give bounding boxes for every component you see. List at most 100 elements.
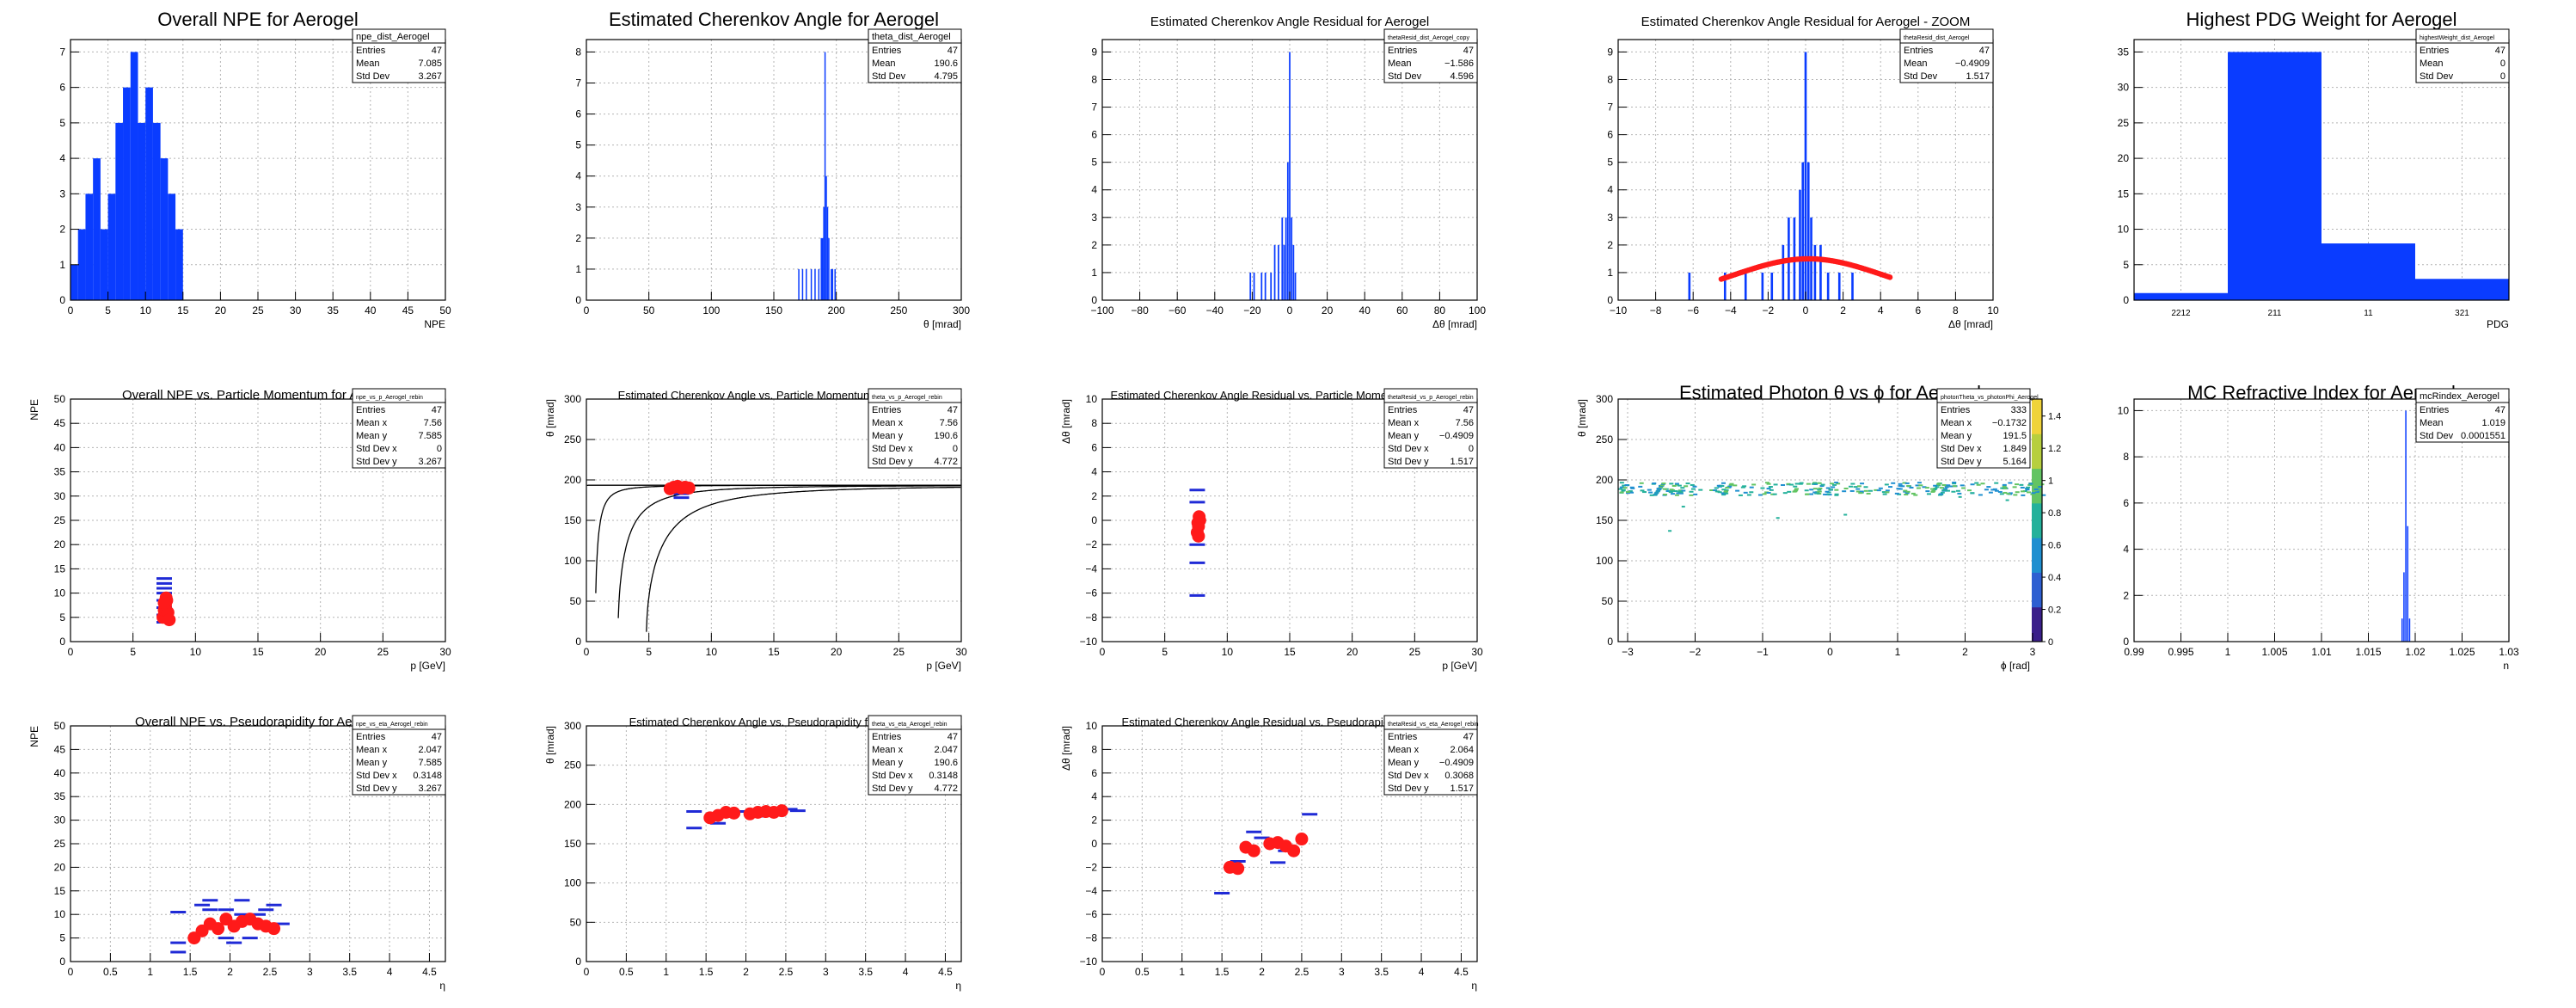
y-axis-label: θ [mrad] xyxy=(544,726,556,764)
data-point xyxy=(1295,833,1309,846)
x-tick-label: 0.5 xyxy=(619,966,634,978)
stats-value: 5.164 xyxy=(2003,457,2027,467)
heatmap-cell xyxy=(1815,491,1820,494)
heatmap-cell xyxy=(1812,491,1818,494)
heatmap-cell xyxy=(1794,488,1799,490)
axis-ticks xyxy=(1101,725,1462,962)
heatmap-cell xyxy=(2033,489,2038,492)
x-tick-label: 10 xyxy=(1222,646,1234,658)
heatmap-cell xyxy=(1671,489,1676,492)
heatmap-cell xyxy=(1905,490,1911,493)
x-tick-label: −2 xyxy=(1690,646,1702,658)
histogram-bar xyxy=(825,175,827,300)
y-tick-label: 6 xyxy=(575,108,581,120)
x-tick-label: −10 xyxy=(1610,304,1628,317)
heatmap-cell xyxy=(1669,482,1674,485)
stats-value: 3.267 xyxy=(418,71,442,82)
stats-value: 2.047 xyxy=(934,745,958,755)
x-axis-label: p [GeV] xyxy=(1442,660,1477,672)
y-tick-label: 4 xyxy=(1091,466,1097,478)
chart-svg: Estimated Cherenkov Angle Residual for A… xyxy=(1607,15,1999,330)
histogram-bar xyxy=(818,268,820,300)
stats-box: npe_vs_eta_Aerogel_rebin Entries 47 Mean x 2… xyxy=(352,715,446,796)
chart-svg: Highest PDG Weight for Aerogel 2212 211 11 3… xyxy=(2118,9,2510,330)
y-tick-label: 10 xyxy=(54,908,66,920)
stats-name: thetaResid_vs_eta_Aerogel_rebin xyxy=(1388,722,1479,728)
heatmap-cell xyxy=(1936,482,1941,485)
y-tick-label: 20 xyxy=(54,538,66,550)
data-point xyxy=(1193,510,1206,524)
stats-value: 0.3148 xyxy=(929,771,958,781)
heatmap-cell xyxy=(1768,486,1773,489)
heatmap-cell xyxy=(1848,485,1853,488)
stats-value: 0 xyxy=(1469,444,1474,454)
heatmap-cell xyxy=(1990,489,1996,491)
y-tick-label: 4 xyxy=(1091,790,1097,802)
y-axis-label: Δθ [mrad] xyxy=(1060,726,1072,771)
colorbar-segment xyxy=(2032,572,2042,608)
heatmap-cell xyxy=(1766,482,1771,485)
heatmap-cell xyxy=(1665,489,1671,492)
stats-value: 1.849 xyxy=(2003,444,2027,454)
heatmap-cell xyxy=(1626,491,1631,494)
colorbar-tick-label: 0.2 xyxy=(2048,605,2061,616)
heatmap-cell xyxy=(1843,513,1848,516)
histogram-bar xyxy=(123,87,131,300)
histogram-bar xyxy=(831,268,834,300)
stats-key: Mean x xyxy=(1941,418,1972,428)
heatmap-cell xyxy=(1904,494,1909,496)
histogram-bar xyxy=(1744,272,1747,300)
x-tick-label: 0 xyxy=(584,646,590,658)
histogram-bar xyxy=(1278,244,1279,300)
heatmap-cell xyxy=(1714,490,1720,493)
heatmap-cell xyxy=(1933,487,1938,489)
axis-ticks xyxy=(70,51,446,301)
stats-key: Mean xyxy=(872,58,896,69)
x-tick-label: 0.99 xyxy=(2124,646,2144,658)
heatmap-cell xyxy=(1662,488,1667,490)
heatmap-cell xyxy=(1937,494,1942,496)
x-tick-label: 20 xyxy=(1322,304,1334,317)
colorbar-segment xyxy=(2032,433,2042,470)
histogram-bar xyxy=(826,206,829,300)
y-axis-label: Δθ [mrad] xyxy=(1060,399,1072,444)
stats-key: Std Dev x xyxy=(872,444,913,454)
heatmap-cell xyxy=(1674,482,1679,485)
colorbar-segment xyxy=(2032,399,2042,434)
y-tick-label: 8 xyxy=(1091,73,1097,85)
stats-value: 47 xyxy=(2495,405,2505,415)
y-tick-label: 100 xyxy=(564,555,581,567)
heatmap-cell xyxy=(2034,490,2039,493)
y-axis-label: θ [mrad] xyxy=(544,399,556,437)
x-tick-label: 0 xyxy=(1803,304,1809,317)
x-tick-label: 0 xyxy=(1827,646,1833,658)
stats-value: 7.585 xyxy=(418,431,442,441)
x-tick-label: 2.5 xyxy=(1295,966,1309,978)
y-tick-label: 3 xyxy=(1607,212,1613,224)
heatmap-cell xyxy=(1939,487,1944,489)
stats-key: Mean x xyxy=(1388,418,1420,428)
stats-box: npe_vs_p_Aerogel_rebin Entries 47 Mean x 7.5… xyxy=(352,388,446,469)
axis-ticks xyxy=(586,725,946,962)
chart-title: Estimated Cherenkov Angle Residual vs. P… xyxy=(1111,389,1469,402)
histogram-bar xyxy=(2405,410,2407,642)
heatmap-cell xyxy=(1798,482,1803,485)
axis-ticks xyxy=(1101,51,1478,301)
histogram-bar xyxy=(1289,52,1291,301)
stats-key: Std Dev y xyxy=(356,457,397,467)
data-point xyxy=(212,922,225,936)
stats-key: Mean x xyxy=(1388,745,1420,755)
y-tick-label: 2 xyxy=(1607,239,1613,251)
y-tick-label: 6 xyxy=(1607,129,1613,141)
x-tick-label: 35 xyxy=(328,304,340,317)
stats-value: 0 xyxy=(2500,58,2505,69)
heatmap-cell xyxy=(1652,482,1657,484)
heatmap-cell xyxy=(1690,488,1696,490)
stats-key: Std Dev y xyxy=(356,784,397,794)
stats-key: Mean x xyxy=(356,745,388,755)
heatmap-cell xyxy=(1793,490,1798,493)
heatmap-cell xyxy=(1772,493,1777,495)
colorbar-tick-label: 0.8 xyxy=(2048,508,2061,519)
y-tick-label: 10 xyxy=(54,587,66,599)
heatmap-cell xyxy=(1859,490,1864,493)
